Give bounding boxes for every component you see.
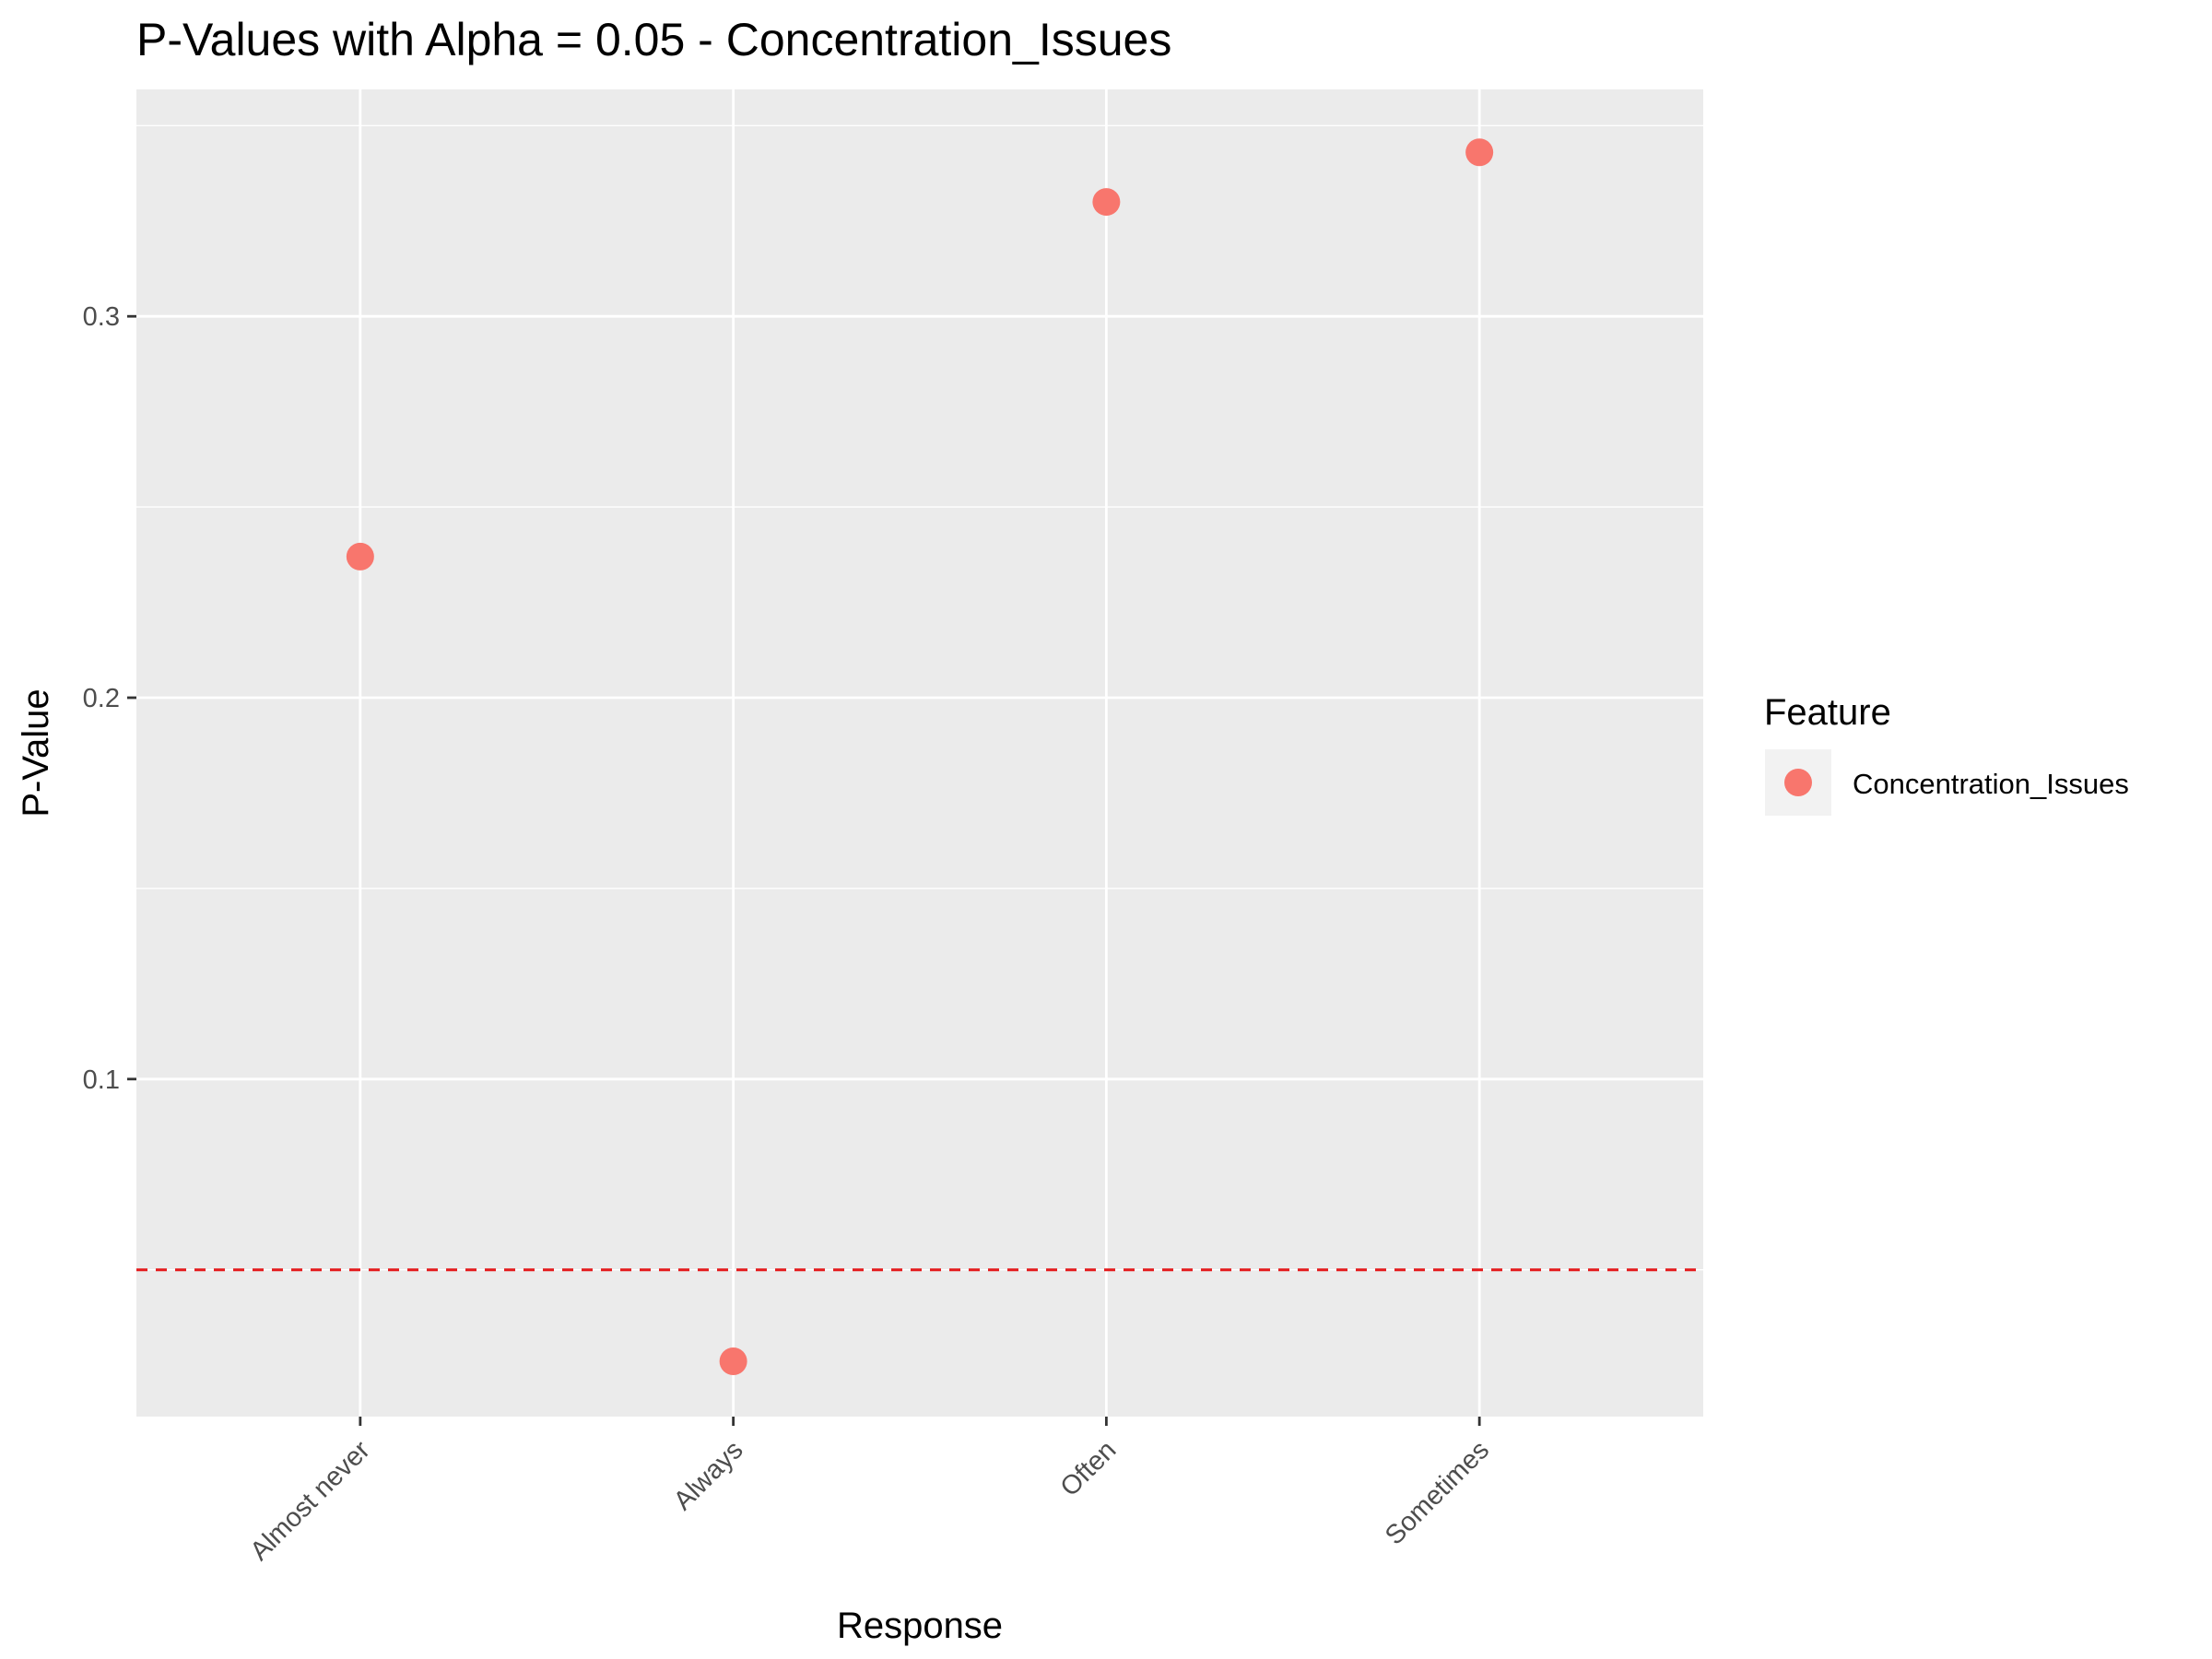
data-point [1092,188,1121,217]
major-gridlines [136,89,1703,1417]
y-axis-title: P-Value [16,688,56,817]
y-tick-label: 0.2 [83,684,120,713]
data-point [719,1347,747,1375]
data-points [346,138,1494,1375]
data-point [1465,138,1494,167]
x-tick-label: Almost never [245,1435,377,1567]
legend-swatch [1784,769,1812,796]
x-axis: Almost never Always Often Sometimes [245,1417,1495,1567]
x-axis-title: Response [837,1606,1003,1646]
y-tick-label: 0.3 [83,302,120,332]
plot-panel [136,89,1703,1417]
x-tick-label: Always [668,1435,749,1516]
data-point [346,542,374,571]
legend: Feature Concentration_Issues [1764,692,2129,816]
y-tick-label: 0.1 [83,1065,120,1095]
x-tick-label: Sometimes [1380,1435,1495,1550]
chart-title: P-Values with Alpha = 0.05 - Concentrati… [136,14,1171,65]
x-tick-label: Often [1055,1435,1123,1502]
legend-title: Feature [1764,692,1891,733]
y-axis: 0.1 0.2 0.3 [83,302,136,1095]
legend-label: Concentration_Issues [1853,768,2129,800]
